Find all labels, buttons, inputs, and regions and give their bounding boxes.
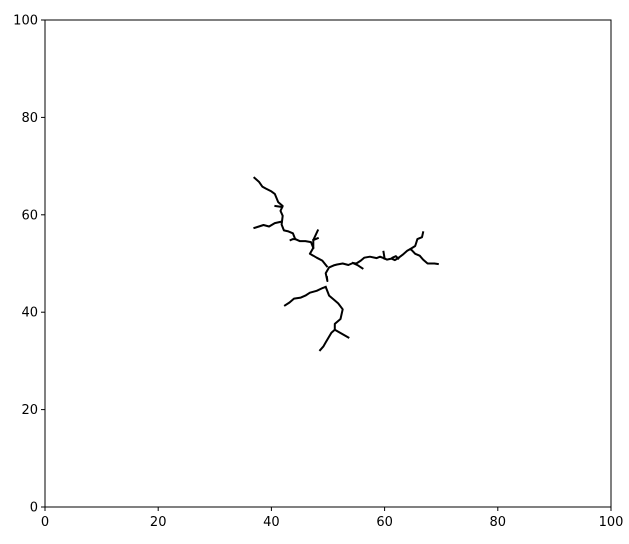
x-tick-label: 100: [599, 515, 624, 530]
branch-line-13: [333, 328, 350, 339]
branch-line-10: [274, 204, 284, 209]
branch-line-3: [391, 255, 400, 261]
y-tick-label: 40: [21, 306, 38, 321]
y-tick-label: 80: [21, 111, 38, 126]
axis-ticks: 0 20 40 60 80 100 0 20 40 60 80 100: [13, 14, 623, 531]
branch-line-4: [409, 231, 425, 251]
y-tick-label: 100: [13, 14, 38, 29]
x-tick-label: 40: [263, 515, 280, 530]
x-tick-label: 80: [490, 515, 507, 530]
branch-line-8: [289, 238, 297, 242]
branch-line-1: [351, 261, 364, 270]
branch-line-0: [324, 247, 439, 282]
axes-frame: [44, 19, 612, 508]
x-tick-label: 60: [376, 515, 393, 530]
x-tick-label: 0: [41, 515, 49, 530]
branch-line-9: [253, 220, 283, 230]
branch-line-12: [318, 285, 344, 352]
y-tick-label: 0: [30, 501, 38, 516]
plot-lines: [252, 176, 439, 352]
x-tick-label: 20: [150, 515, 167, 530]
branch-line-7: [311, 236, 320, 242]
branch-line-2: [382, 250, 386, 260]
branch-line-11: [283, 285, 327, 307]
y-tick-label: 20: [21, 403, 38, 418]
branch-line-5: [252, 176, 329, 268]
y-tick-label: 60: [21, 208, 38, 223]
